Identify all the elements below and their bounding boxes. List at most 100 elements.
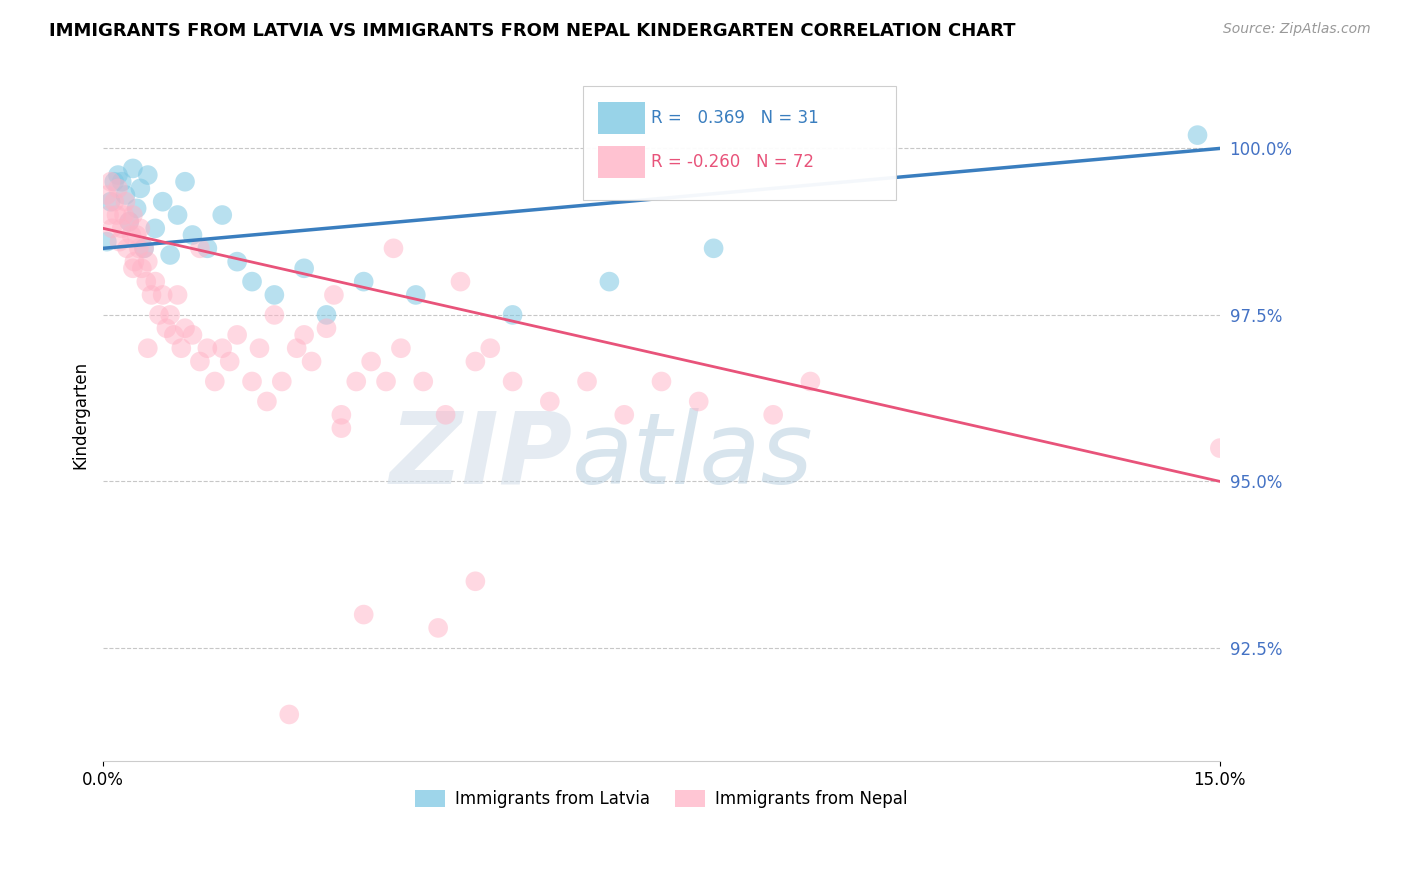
Point — [613, 408, 636, 422]
Point — [101, 221, 124, 235]
Point — [285, 341, 308, 355]
Point — [122, 161, 145, 176]
Point — [181, 327, 204, 342]
Text: ZIP: ZIP — [389, 408, 572, 505]
Point — [115, 241, 138, 255]
Point — [122, 208, 145, 222]
Point — [163, 327, 186, 342]
Text: R = -0.260   N = 72: R = -0.260 N = 72 — [651, 153, 814, 171]
Point — [125, 227, 148, 242]
Point — [143, 221, 166, 235]
Point — [174, 321, 197, 335]
Point — [96, 188, 118, 202]
Point — [330, 408, 353, 422]
Point — [464, 574, 486, 589]
Point — [375, 375, 398, 389]
Point — [450, 275, 472, 289]
Point — [211, 208, 233, 222]
Point — [148, 308, 170, 322]
Point — [502, 375, 524, 389]
Point — [174, 175, 197, 189]
Point — [301, 354, 323, 368]
Point — [263, 288, 285, 302]
Text: IMMIGRANTS FROM LATVIA VS IMMIGRANTS FROM NEPAL KINDERGARTEN CORRELATION CHART: IMMIGRANTS FROM LATVIA VS IMMIGRANTS FRO… — [49, 22, 1015, 40]
Point — [135, 275, 157, 289]
FancyBboxPatch shape — [598, 146, 645, 178]
Point — [114, 188, 136, 202]
Point — [136, 254, 159, 268]
Point — [688, 394, 710, 409]
Point — [315, 321, 337, 335]
Point — [650, 375, 672, 389]
Point — [120, 227, 142, 242]
FancyBboxPatch shape — [583, 86, 896, 200]
Point — [427, 621, 450, 635]
Point — [240, 275, 263, 289]
Point — [159, 308, 181, 322]
Point — [479, 341, 502, 355]
Point — [124, 254, 146, 268]
Point — [353, 275, 375, 289]
Point — [315, 308, 337, 322]
Point — [270, 375, 292, 389]
Point — [330, 421, 353, 435]
Point — [360, 354, 382, 368]
Point — [256, 394, 278, 409]
Point — [1209, 441, 1232, 455]
Point — [278, 707, 301, 722]
Point — [464, 354, 486, 368]
Point — [159, 248, 181, 262]
Text: R =   0.369   N = 31: R = 0.369 N = 31 — [651, 110, 820, 128]
Point — [98, 208, 121, 222]
Point — [1187, 128, 1209, 142]
Point — [112, 208, 135, 222]
Legend: Immigrants from Latvia, Immigrants from Nepal: Immigrants from Latvia, Immigrants from … — [409, 783, 914, 815]
Point — [103, 194, 125, 209]
Text: atlas: atlas — [572, 408, 814, 505]
Point — [96, 235, 118, 249]
Point — [132, 241, 155, 255]
Point — [111, 221, 134, 235]
Point — [188, 354, 211, 368]
Point — [152, 194, 174, 209]
Point — [100, 194, 122, 209]
Point — [226, 254, 249, 268]
Point — [405, 288, 427, 302]
Point — [762, 408, 785, 422]
Point — [218, 354, 240, 368]
Point — [195, 241, 218, 255]
Point — [166, 288, 188, 302]
Point — [107, 168, 129, 182]
Point — [111, 175, 134, 189]
Point — [799, 375, 821, 389]
Point — [131, 261, 153, 276]
Y-axis label: Kindergarten: Kindergarten — [72, 360, 89, 469]
Point — [103, 175, 125, 189]
Point — [114, 194, 136, 209]
Point — [141, 288, 163, 302]
Point — [136, 341, 159, 355]
Point — [211, 341, 233, 355]
Point — [434, 408, 457, 422]
Point — [181, 227, 204, 242]
Point — [353, 607, 375, 622]
Point — [125, 202, 148, 216]
Point — [344, 375, 367, 389]
Point — [100, 175, 122, 189]
Point — [118, 215, 141, 229]
Point — [129, 181, 152, 195]
Point — [143, 275, 166, 289]
Point — [249, 341, 271, 355]
Point — [502, 308, 524, 322]
Point — [263, 308, 285, 322]
Point — [226, 327, 249, 342]
Point — [538, 394, 561, 409]
Point — [412, 375, 434, 389]
Point — [322, 288, 344, 302]
Point — [382, 241, 405, 255]
Point — [118, 215, 141, 229]
Point — [129, 221, 152, 235]
Point — [128, 241, 150, 255]
Point — [107, 181, 129, 195]
Point — [105, 208, 128, 222]
